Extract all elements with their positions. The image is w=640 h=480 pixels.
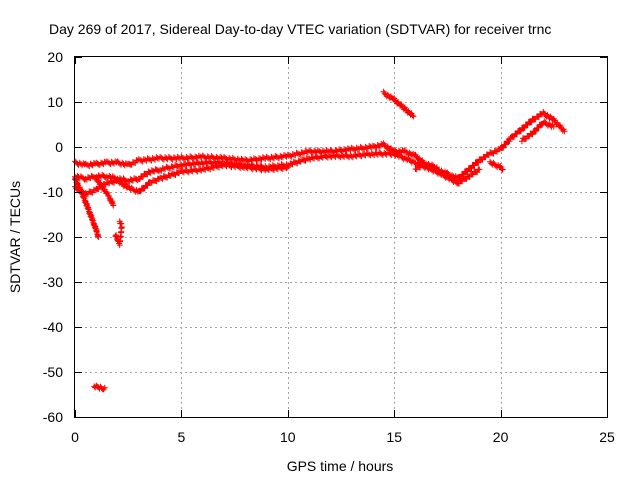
x-tick-label: 5 — [178, 429, 186, 445]
x-tick-label: 10 — [280, 429, 296, 445]
data-points — [72, 88, 568, 393]
x-tick-label: 15 — [386, 429, 402, 445]
data-track — [93, 175, 117, 209]
y-tick-label: 20 — [47, 49, 63, 65]
data-point-markers — [91, 382, 108, 393]
data-point-markers — [112, 218, 125, 249]
y-tick-label: 10 — [47, 94, 63, 110]
data-track — [518, 118, 557, 145]
data-track — [72, 108, 568, 181]
plot-frame — [74, 56, 608, 418]
y-tick-label: 0 — [55, 139, 63, 155]
y-axis-label: SDTVAR / TECUs — [7, 181, 23, 293]
y-tick-label: -10 — [43, 184, 63, 200]
y-tick-label: -30 — [43, 274, 63, 290]
data-point-markers — [380, 88, 417, 120]
data-point-markers — [412, 160, 440, 173]
data-track — [72, 175, 102, 240]
x-tick-label: 20 — [493, 429, 509, 445]
data-track — [91, 382, 108, 393]
data-track — [412, 160, 440, 173]
data-track — [112, 218, 125, 249]
data-track — [380, 88, 417, 120]
x-tick-label: 25 — [599, 429, 615, 445]
data-point-markers — [487, 158, 506, 173]
data-track — [487, 158, 506, 173]
y-tick-label: -50 — [43, 364, 63, 380]
ticks: 0 5 10 15 20 25 -60 -50 -40 -30 -20 -10 0 10 20 — [43, 49, 615, 445]
data-point-markers — [518, 118, 557, 145]
chart-title: Day 269 of 2017, Sidereal Day-to-day VTE… — [49, 21, 551, 37]
data-point-markers — [93, 175, 117, 209]
y-tick-label: -40 — [43, 319, 63, 335]
x-tick-label: 0 — [71, 429, 79, 445]
y-tick-label: -20 — [43, 229, 63, 245]
data-point-markers — [72, 175, 102, 240]
data-point-markers — [72, 108, 568, 181]
grid — [75, 57, 607, 417]
x-axis-label: GPS time / hours — [287, 458, 394, 474]
y-tick-label: -60 — [43, 409, 63, 425]
